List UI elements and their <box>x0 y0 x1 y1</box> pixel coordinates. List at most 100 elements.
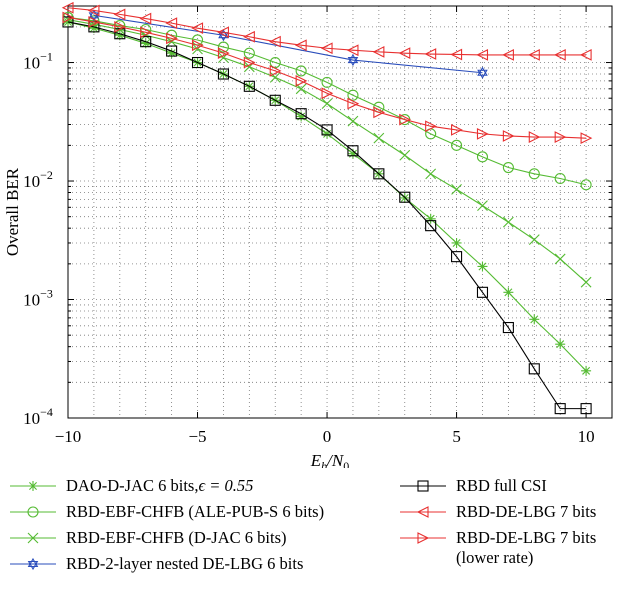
legend-swatch <box>10 481 56 491</box>
data-point <box>425 120 437 133</box>
legend-swatch <box>10 506 56 518</box>
data-point <box>88 23 99 34</box>
series-5 <box>61 1 592 61</box>
data-point <box>27 557 39 571</box>
y-axis-label: Overall BER <box>3 167 22 256</box>
data-point <box>554 403 566 415</box>
series-line <box>67 21 587 410</box>
data-point <box>269 65 282 77</box>
y-tick-label: 10−4 <box>23 405 53 428</box>
data-point <box>88 16 101 28</box>
data-point <box>217 47 230 60</box>
x-tick-label: 5 <box>452 427 461 446</box>
series-4 <box>62 16 592 415</box>
data-point <box>27 506 39 518</box>
ber-chart: −10 −5 0 5 10 10−1 10−2 10−3 10−4 Overall BER Eb… <box>3 1 613 468</box>
data-point <box>321 76 333 88</box>
data-point <box>166 36 178 48</box>
data-point <box>477 66 488 79</box>
data-point <box>477 200 488 212</box>
data-point <box>417 532 430 544</box>
x-axis-label-sub: b <box>321 459 327 468</box>
data-point <box>554 172 566 185</box>
legend-swatch <box>400 532 446 544</box>
series-line <box>67 7 587 56</box>
legend-swatch <box>10 557 56 571</box>
data-point <box>322 128 333 139</box>
axis-ticks: −10 −5 0 5 10 10−1 10−2 10−3 10−4 <box>23 5 612 446</box>
data-point <box>140 38 151 49</box>
data-point <box>347 53 359 67</box>
data-point <box>243 30 255 43</box>
data-point <box>61 1 74 14</box>
legend-label: RBD-DE-LBG 7 bits <box>456 502 597 521</box>
legend-item-rbd-2-layer: RBD-2-layer nested DE-LBG 6 bits <box>6 554 303 578</box>
series-layer <box>61 1 593 415</box>
data-point <box>347 145 359 157</box>
data-point <box>502 321 514 334</box>
grid <box>68 6 612 418</box>
data-point <box>269 94 281 106</box>
legend-label: RBD-2-layer nested DE-LBG 6 bits <box>66 554 304 573</box>
data-point <box>321 87 334 100</box>
legend-label: DAO-D-JAC 6 bits,ϵ = 0.55 <box>66 476 254 495</box>
data-point <box>269 35 281 48</box>
data-point <box>398 47 411 60</box>
data-point <box>451 124 463 136</box>
legend-item-rbd-de-lbg-7: RBD-DE-LBG 7 bits <box>396 502 596 526</box>
data-point <box>166 48 177 59</box>
data-point <box>554 131 567 143</box>
legend-label: RBD-EBF-CHFB (D-JAC 6 bits) <box>66 528 287 547</box>
data-point <box>191 39 204 52</box>
data-point <box>528 234 540 246</box>
data-point <box>191 22 204 35</box>
data-point <box>476 49 489 61</box>
data-point <box>580 132 593 145</box>
data-point <box>347 97 360 110</box>
x-tick-label: 10 <box>578 427 595 446</box>
data-point <box>425 213 436 224</box>
legend-label: RBD-EBF-CHFB (ALE-PUB-S 6 bits) <box>66 502 325 521</box>
data-point <box>166 45 178 57</box>
data-point <box>243 47 255 59</box>
data-point <box>476 286 489 298</box>
data-point <box>217 26 229 39</box>
y-axis-label-group: Overall BER <box>3 167 22 256</box>
data-point <box>502 49 514 61</box>
data-point <box>373 106 386 119</box>
data-point <box>502 130 515 142</box>
data-point <box>114 20 127 33</box>
legend-label: RBD full CSI <box>456 476 547 495</box>
legend-item-rbd-full-csi: RBD full CSI <box>396 476 547 500</box>
data-point <box>425 168 437 180</box>
data-point <box>529 314 540 325</box>
data-point <box>424 48 437 60</box>
data-point <box>451 251 463 263</box>
data-point <box>579 49 592 61</box>
data-point <box>113 8 126 21</box>
data-point <box>321 124 333 136</box>
data-point <box>347 89 359 101</box>
data-point <box>399 191 411 203</box>
data-point <box>580 276 592 288</box>
legend-item-rbd-ebf-chfb-ale: RBD-EBF-CHFB (ALE-PUB-S 6 bits) <box>6 502 324 526</box>
data-point <box>528 363 540 375</box>
x-axis-label: Eb/N0 <box>310 451 349 468</box>
series-6 <box>62 11 593 145</box>
legend-item-rbd-ebf-chfb-djac: RBD-EBF-CHFB (D-JAC 6 bits) <box>6 528 287 552</box>
legend-label: RBD-DE-LBG 7 bits (lower rate) <box>456 528 597 567</box>
data-point <box>295 74 308 87</box>
data-point <box>28 481 38 491</box>
data-point <box>399 149 411 161</box>
data-point <box>114 30 125 41</box>
legend-swatch <box>10 532 56 544</box>
data-point <box>372 45 385 58</box>
data-point <box>451 183 462 195</box>
data-point <box>553 49 566 61</box>
data-point <box>451 139 463 151</box>
data-point <box>476 151 489 163</box>
y-tick-label: 10−3 <box>23 287 53 310</box>
data-point <box>373 132 385 144</box>
data-point <box>166 32 178 45</box>
legend: DAO-D-JAC 6 bits,ϵ = 0.55 RBD-EBF-CHFB (… <box>0 468 624 607</box>
